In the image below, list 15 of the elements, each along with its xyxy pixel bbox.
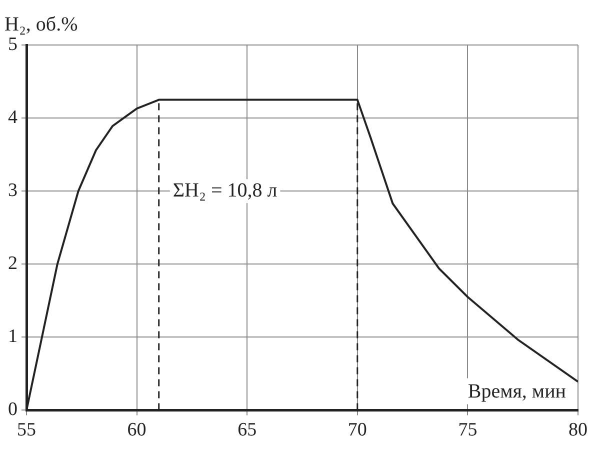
annotation: ΣH₂ = 10,8 л: [172, 179, 278, 202]
y-tick-label: 4: [8, 107, 18, 128]
x-tick-label: 70: [348, 420, 367, 441]
y-axis-title: H₂, об.%: [4, 13, 78, 36]
x-tick-label: 65: [238, 420, 257, 441]
x-tick-label: 55: [17, 420, 36, 441]
x-axis-title: Время, мин: [468, 380, 566, 402]
x-tick-label: 60: [127, 420, 146, 441]
y-tick-label: 3: [8, 180, 18, 202]
x-tick-label: 80: [568, 420, 588, 441]
y-tick-label: 1: [8, 326, 18, 348]
y-tick-label: 5: [8, 34, 18, 55]
x-tick-label: 75: [458, 420, 478, 441]
y-tick-label: 2: [8, 253, 18, 274]
y-tick-label: 0: [8, 399, 18, 420]
